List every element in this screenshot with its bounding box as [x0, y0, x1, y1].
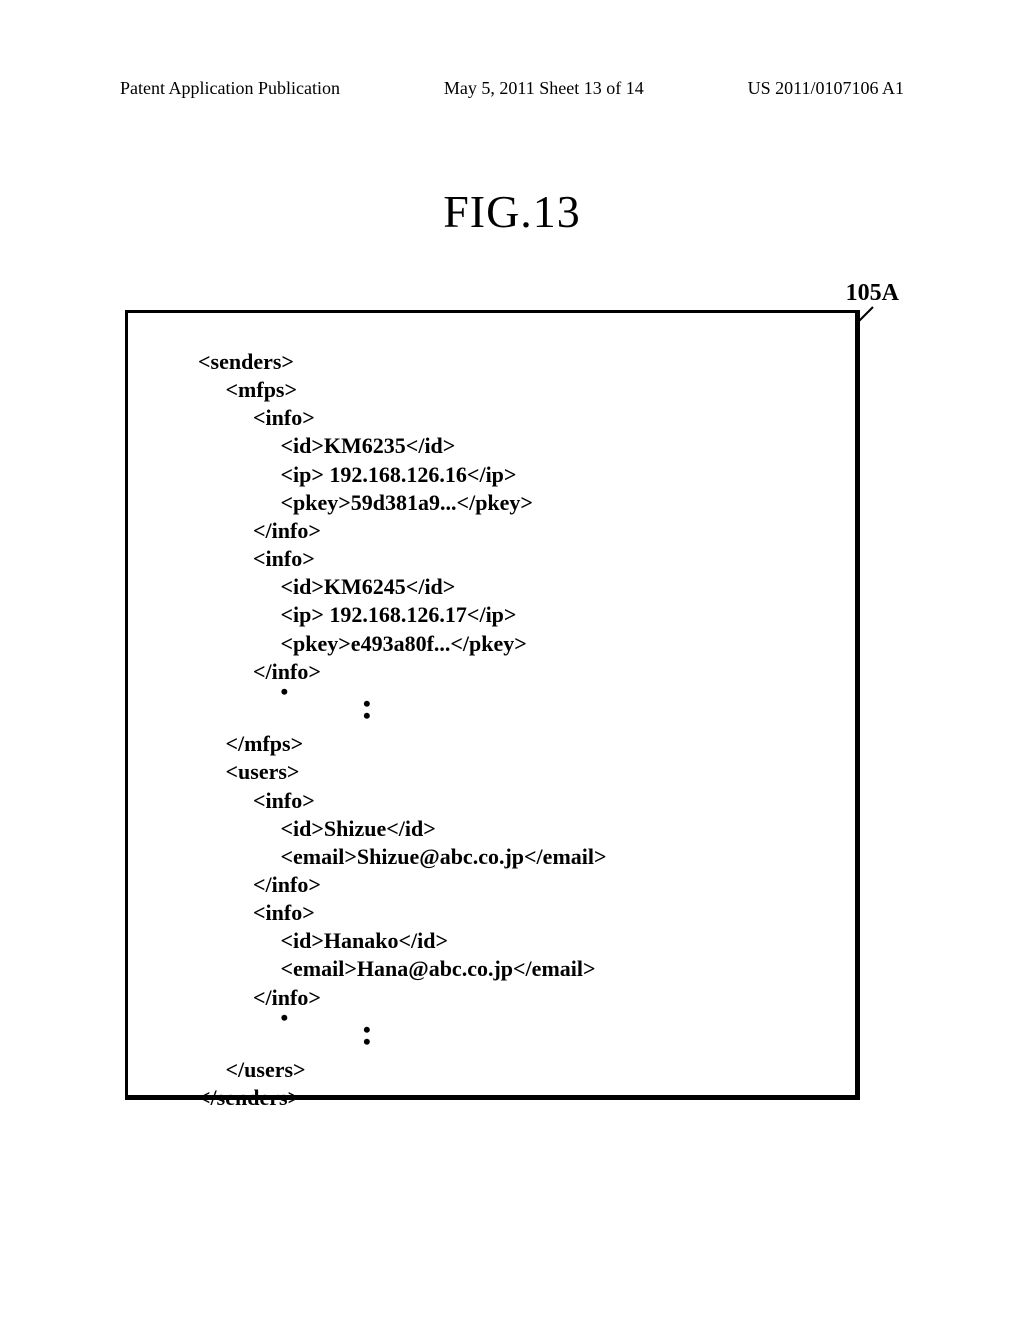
xml-mfp2-ip: <ip> 192.168.126.17</ip>: [281, 602, 517, 627]
xml-content: <senders> <mfps> <info> <id>KM6235</id> …: [198, 348, 825, 1112]
xml-user1-id: <id>Shizue</id>: [281, 816, 436, 841]
vertical-dots-1: • • •: [281, 686, 371, 722]
xml-mfp1-pkey: <pkey>59d381a9...</pkey>: [281, 490, 533, 515]
header-left: Patent Application Publication: [120, 78, 340, 99]
xml-info-open-4: <info>: [253, 900, 315, 925]
xml-code-box: <senders> <mfps> <info> <id>KM6235</id> …: [125, 310, 860, 1100]
reference-number: 105A: [846, 280, 899, 307]
xml-mfp2-id: <id>KM6245</id>: [281, 574, 456, 599]
xml-info-close-3: </info>: [253, 872, 321, 897]
xml-info-close-1: </info>: [253, 518, 321, 543]
xml-mfp1-id: <id>KM6235</id>: [281, 433, 456, 458]
xml-mfps-close: </mfps>: [226, 731, 304, 756]
xml-users-close: </users>: [226, 1057, 306, 1082]
xml-user2-id: <id>Hanako</id>: [281, 928, 449, 953]
xml-senders-open: <senders>: [198, 349, 294, 374]
xml-info-open-2: <info>: [253, 546, 315, 571]
xml-mfps-open: <mfps>: [226, 377, 298, 402]
xml-user2-email: <email>Hana@abc.co.jp</email>: [281, 956, 596, 981]
xml-mfp2-pkey: <pkey>e493a80f...</pkey>: [281, 631, 527, 656]
xml-info-open-1: <info>: [253, 405, 315, 430]
xml-info-open-3: <info>: [253, 788, 315, 813]
xml-users-open: <users>: [226, 759, 300, 784]
xml-mfp1-ip: <ip> 192.168.126.16</ip>: [281, 462, 517, 487]
header-right: US 2011/0107106 A1: [748, 78, 904, 99]
xml-user1-email: <email>Shizue@abc.co.jp</email>: [281, 844, 607, 869]
header-center: May 5, 2011 Sheet 13 of 14: [444, 78, 644, 99]
xml-senders-close: </senders>: [198, 1085, 300, 1110]
figure-title: FIG.13: [443, 185, 581, 238]
page-header: Patent Application Publication May 5, 20…: [0, 78, 1024, 99]
vertical-dots-2: • • •: [281, 1012, 371, 1048]
